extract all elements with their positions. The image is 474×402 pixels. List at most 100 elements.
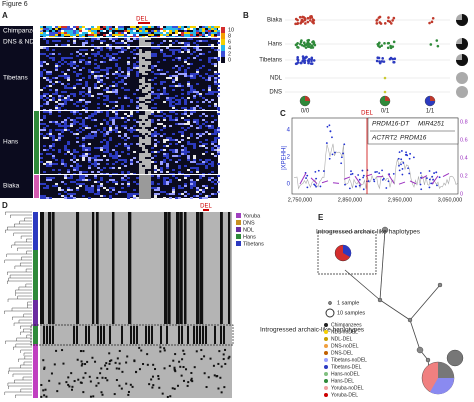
heatmap-cell: [79, 61, 82, 63]
heatmap-cell: [202, 133, 205, 135]
haplotype-cell: [116, 357, 119, 360]
heatmap-cell: [82, 28, 85, 30]
annotation: Introgressed archaic-like haplotypes: [260, 327, 365, 334]
heatmap-cell: [148, 53, 151, 55]
heatmap-cell: [205, 93, 208, 95]
heatmap-cell: [79, 93, 82, 95]
heatmap-cell: [64, 191, 67, 193]
heatmap-cell: [157, 89, 160, 91]
heatmap-cell: [190, 34, 193, 36]
heatmap-cell: [193, 75, 196, 77]
heatmap-cell: [154, 139, 157, 141]
heatmap-cell: [187, 127, 190, 129]
haplotype-cell: [190, 371, 193, 374]
heatmap-cell: [217, 127, 220, 129]
haplotype-cell: [159, 350, 162, 353]
heatmap-cell: [118, 42, 121, 44]
score-point: [342, 152, 344, 155]
heatmap-cell: [157, 32, 160, 34]
heatmap-cell: [139, 139, 142, 141]
heatmap-cell: [61, 63, 64, 65]
heatmap-cell: [109, 26, 112, 28]
heatmap-cell: [139, 44, 142, 46]
heatmap-cell: [175, 34, 178, 36]
heatmap-cell: [181, 73, 184, 75]
del-label: DEL: [200, 204, 212, 210]
heatmap-cell: [148, 87, 151, 89]
haplotype-cell: [97, 382, 100, 385]
heatmap-cell: [217, 34, 220, 36]
heatmap-cell: [142, 179, 145, 181]
haplotype-cell: [95, 384, 98, 387]
heatmap-cell: [157, 119, 160, 121]
heatmap-cell: [118, 81, 121, 83]
dendrogram: [24, 217, 32, 221]
heatmap-cell: [73, 34, 76, 36]
heatmap-cell: [175, 75, 178, 77]
heatmap-cell: [49, 73, 52, 75]
haplotype-cell: [142, 363, 145, 366]
heatmap-cell: [97, 81, 100, 83]
heatmap-cell: [136, 121, 139, 123]
heatmap-cell: [97, 51, 100, 53]
heatmap-cell: [196, 119, 199, 121]
score-point: [322, 170, 325, 172]
heatmap-cell: [196, 73, 199, 75]
heatmap-cell: [205, 115, 208, 117]
heatmap-cell: [43, 61, 46, 63]
heatmap-cell: [118, 73, 121, 75]
heatmap-cell: [94, 47, 97, 49]
heatmap-cell: [178, 197, 181, 199]
heatmap-cell: [43, 38, 46, 40]
heatmap-cell: [91, 135, 94, 137]
heatmap-cell: [181, 97, 184, 99]
heatmap-cell: [184, 149, 187, 151]
heatmap-cell: [214, 83, 217, 85]
heatmap-cell: [100, 131, 103, 133]
heatmap-cell: [88, 69, 91, 71]
heatmap-cell: [40, 89, 43, 91]
heatmap-cell: [94, 175, 97, 177]
heatmap-cell: [94, 157, 97, 159]
heatmap-cell: [136, 61, 139, 63]
heatmap-cell: [61, 125, 64, 127]
heatmap-cell: [55, 77, 58, 79]
heatmap-cell: [91, 44, 94, 46]
heatmap-cell: [46, 97, 49, 99]
heatmap-cell: [190, 125, 193, 127]
heatmap-cell: [82, 95, 85, 97]
heatmap-cell: [163, 119, 166, 121]
heatmap-cell: [49, 161, 52, 163]
heatmap-cell: [166, 139, 169, 141]
heatmap-cell: [121, 42, 124, 44]
heatmap-cell: [52, 93, 55, 95]
heatmap-cell: [91, 38, 94, 40]
heatmap-cell: [112, 91, 115, 93]
dendrogram: [5, 229, 32, 233]
heatmap-cell: [181, 117, 184, 119]
heatmap-cell: [205, 99, 208, 101]
panel-label: B: [243, 11, 249, 20]
haplotype-cell: [101, 376, 104, 379]
haplotype-cell: [133, 359, 136, 362]
haplotype-cell: [209, 357, 212, 360]
heatmap-cell: [100, 75, 103, 77]
heatmap-cell: [178, 141, 181, 143]
heatmap-cell: [100, 185, 103, 187]
heatmap-cell: [43, 34, 46, 36]
heatmap-cell: [193, 159, 196, 161]
heatmap-cell: [160, 115, 163, 117]
heatmap-cell: [148, 189, 151, 191]
heatmap-cell: [85, 125, 88, 127]
dendrogram: [23, 352, 32, 356]
archaic-column: [214, 326, 216, 344]
heatmap-cell: [172, 101, 175, 103]
dendrogram: [9, 274, 32, 278]
dendrogram: [12, 373, 32, 377]
dendrogram: [10, 214, 32, 218]
score-point: [387, 180, 390, 183]
heatmap-cell: [175, 123, 178, 125]
heatmap-cell: [148, 119, 151, 121]
dendrogram: [19, 220, 32, 224]
